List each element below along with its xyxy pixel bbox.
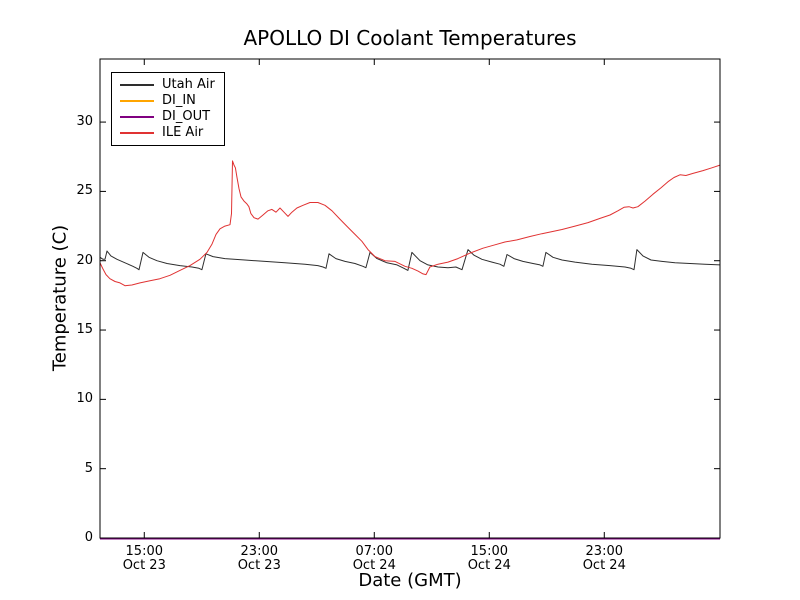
legend: Utah Air DI_IN DI_OUT ILE Air [111,72,225,146]
x-tick-date: Oct 23 [122,558,166,573]
x-tick-label: 23:00 Oct 23 [214,545,304,573]
legend-label: ILE Air [162,125,204,140]
y-tick-label: 0 [84,530,93,545]
x-tick-label: 07:00 Oct 24 [329,545,419,573]
y-tick-label: 15 [76,322,93,338]
y-tick-label: 25 [76,183,93,199]
legend-line-sample [120,84,154,86]
y-tick-label: 5 [84,460,93,476]
series-line-ile-air [99,160,721,287]
legend-entry-ile-air: ILE Air [120,125,215,141]
x-tick-label: 15:00 Oct 23 [99,545,189,573]
plot-frame [99,58,721,539]
legend-line-sample [120,132,154,134]
x-tick-date: Oct 24 [467,558,511,573]
y-tick-label: 20 [76,252,93,268]
x-tick-time: 15:00 [470,544,508,559]
x-tick-date: Oct 24 [352,558,396,573]
x-tick-date: Oct 23 [237,558,281,573]
x-tick-time: 15:00 [125,544,163,559]
legend-line-sample [120,116,154,118]
x-tick-time: 23:00 [240,544,278,559]
x-tick-label: 23:00 Oct 24 [559,545,649,573]
x-axis-label: Date (GMT) [358,570,462,591]
y-tick-label: 10 [76,391,93,407]
legend-entry-utah-air: Utah Air [120,77,215,93]
x-tick-time: 07:00 [355,544,393,559]
y-tick-label: 30 [76,114,93,130]
legend-label: Utah Air [162,77,215,92]
legend-label: DI_IN [162,93,196,108]
legend-entry-di-in: DI_IN [120,93,215,109]
x-tick-date: Oct 24 [582,558,626,573]
chart-title: APOLLO DI Coolant Temperatures [243,26,577,50]
x-tick-time: 23:00 [585,544,623,559]
series-line-utah-air [99,249,721,271]
legend-entry-di-out: DI_OUT [120,109,215,125]
legend-label: DI_OUT [162,109,211,124]
y-axis-label: Temperature (C) [49,224,71,372]
legend-line-sample [120,100,154,102]
x-tick-label: 15:00 Oct 24 [444,545,534,573]
